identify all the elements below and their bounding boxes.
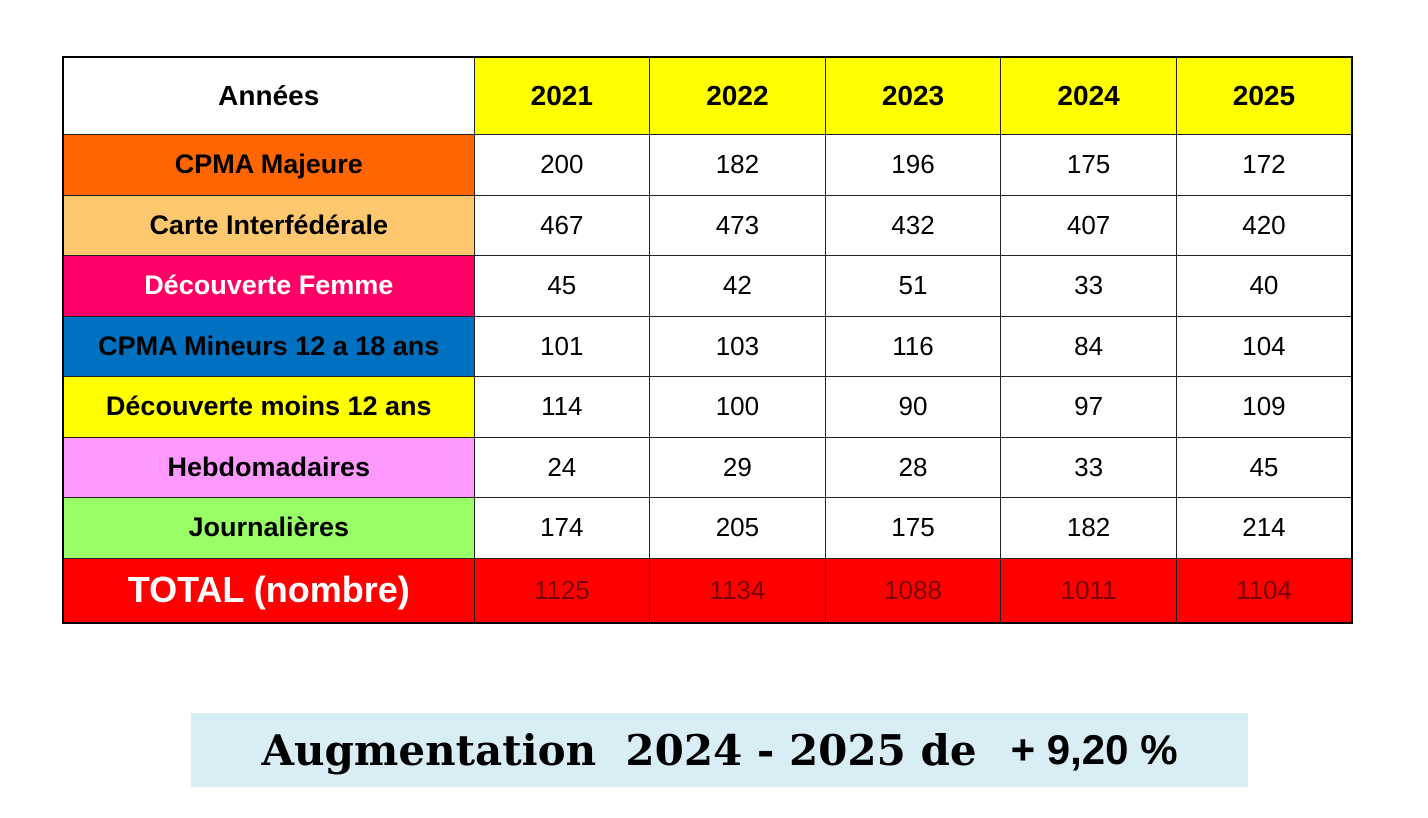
table-row: Découverte moins 12 ans 114 100 90 97 109: [62, 376, 1353, 438]
row-label: Carte Interfédérale: [62, 194, 475, 256]
table-row: Journalières 174 205 175 182 214: [62, 497, 1353, 559]
cell: 33: [1000, 255, 1177, 317]
table-row: Années 2021 2022 2023 2024 2025: [62, 56, 1353, 135]
cell: 182: [1000, 497, 1177, 559]
cell: 1134: [649, 557, 826, 623]
cell: 432: [824, 194, 1002, 256]
cell: 2022: [649, 56, 826, 135]
cell: 51: [824, 255, 1002, 317]
cell: 467: [473, 194, 651, 256]
banner-text: Augmentation 2024 - 2025 de: [261, 725, 977, 775]
cell: 172: [1175, 134, 1353, 196]
row-label: Journalières: [62, 497, 475, 559]
cell: 84: [1000, 315, 1177, 377]
cell: 2024: [1000, 56, 1177, 135]
row-label: CPMA Majeure: [62, 134, 475, 196]
cell: 1088: [824, 557, 1002, 623]
row-label: Années: [62, 56, 475, 135]
table-row: CPMA Majeure 200 182 196 175 172: [62, 134, 1353, 196]
cell: 33: [1000, 436, 1177, 498]
table-row: Carte Interfédérale 467 473 432 407 420: [62, 194, 1353, 256]
banner-value: + 9,20 %: [1010, 726, 1178, 773]
cell: 175: [1000, 134, 1177, 196]
cell: 97: [1000, 376, 1177, 438]
cell: 101: [473, 315, 651, 377]
cell: 174: [473, 497, 651, 559]
cell: 473: [649, 194, 826, 256]
cell: 214: [1175, 497, 1353, 559]
cell: 109: [1175, 376, 1353, 438]
cell: 40: [1175, 255, 1353, 317]
cell: 1104: [1175, 557, 1353, 623]
data-table: Années 2021 2022 2023 2024 2025 CPMA Majeure 20…: [62, 56, 1353, 624]
row-label: Découverte Femme: [62, 255, 475, 317]
cell: 45: [473, 255, 651, 317]
cell: 407: [1000, 194, 1177, 256]
row-label: Découverte moins 12 ans: [62, 376, 475, 438]
cell: 90: [824, 376, 1002, 438]
cell: 42: [649, 255, 826, 317]
cell: 420: [1175, 194, 1353, 256]
cell: 205: [649, 497, 826, 559]
cell: 29: [649, 436, 826, 498]
cell: 2023: [824, 56, 1002, 135]
cell: 114: [473, 376, 651, 438]
cell: 182: [649, 134, 826, 196]
cell: 1125: [473, 557, 651, 623]
table-row: Découverte Femme 45 42 51 33 40: [62, 255, 1353, 317]
cell: 116: [824, 315, 1002, 377]
row-label: TOTAL (nombre): [62, 557, 475, 623]
table-row: CPMA Mineurs 12 a 18 ans 101 103 116 84 104: [62, 315, 1353, 377]
cell: 104: [1175, 315, 1353, 377]
cell: 200: [473, 134, 651, 196]
cell: 24: [473, 436, 651, 498]
cell: 2025: [1175, 56, 1353, 135]
cell: 100: [649, 376, 826, 438]
table-row: TOTAL (nombre) 1125 1134 1088 1011 1104: [62, 557, 1353, 623]
row-label: CPMA Mineurs 12 a 18 ans: [62, 315, 475, 377]
cell: 45: [1175, 436, 1353, 498]
cell: 175: [824, 497, 1002, 559]
table-row: Hebdomadaires 24 29 28 33 45: [62, 436, 1353, 498]
cell: 103: [649, 315, 826, 377]
row-label: Hebdomadaires: [62, 436, 475, 498]
cell: 196: [824, 134, 1002, 196]
cell: 28: [824, 436, 1002, 498]
cell: 1011: [1000, 557, 1177, 623]
banner: Augmentation 2024 - 2025 de + 9,20 %: [191, 713, 1248, 787]
cell: 2021: [473, 56, 651, 135]
